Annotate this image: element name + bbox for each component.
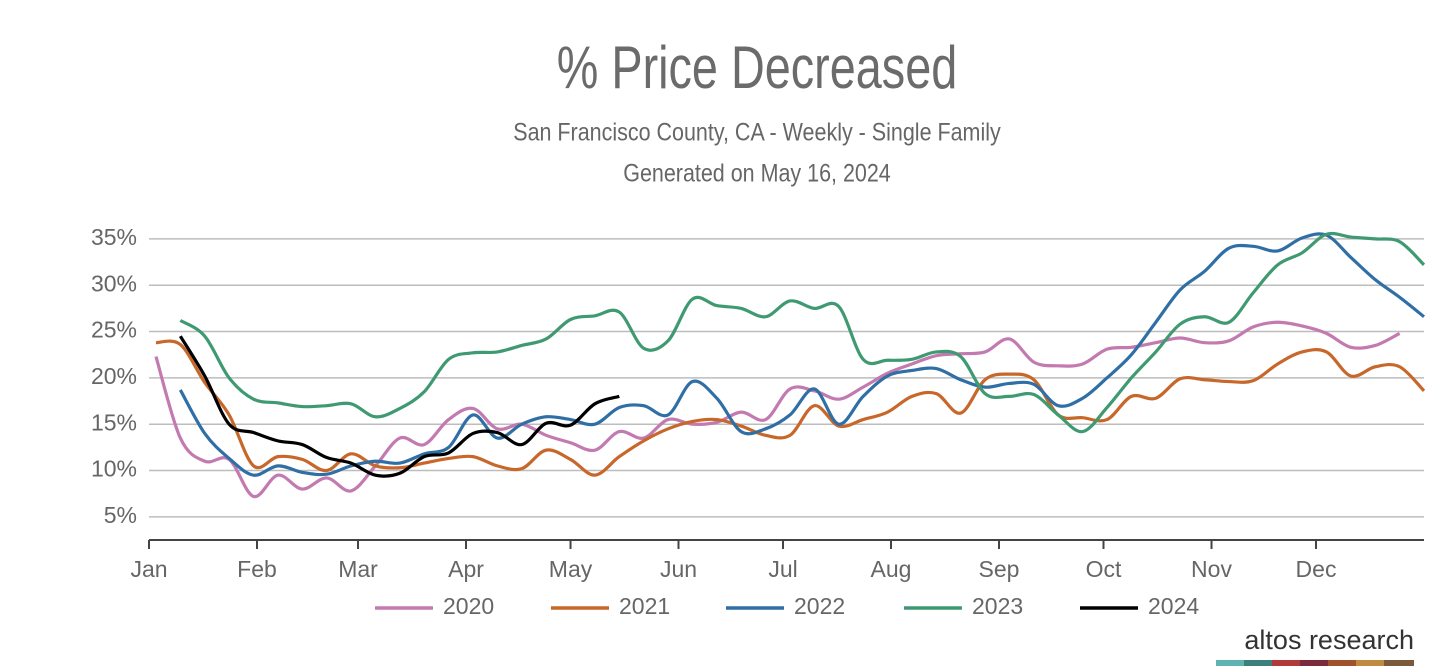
chart-subtitle: San Francisco County, CA - Weekly - Sing…	[513, 118, 1001, 146]
legend-label: 2022	[794, 593, 845, 619]
logo-strip	[1216, 660, 1414, 666]
x-tick-label: Jul	[768, 556, 797, 582]
x-tick-label: Aug	[871, 556, 912, 582]
x-tick-label: Feb	[237, 556, 277, 582]
legend-label: 2023	[972, 593, 1023, 619]
x-tick-label: Oct	[1086, 556, 1122, 582]
legend-label: 2024	[1148, 593, 1199, 619]
x-tick-label: Jun	[660, 556, 697, 582]
y-tick-label: 10%	[91, 456, 137, 482]
x-tick-label: Nov	[1191, 556, 1232, 582]
y-tick-label: 20%	[91, 363, 137, 389]
legend-label: 2020	[443, 593, 494, 619]
y-tick-label: 15%	[91, 409, 137, 435]
x-tick-label: Jan	[130, 556, 167, 582]
line-series	[154, 320, 1401, 499]
x-tick-label: Sep	[979, 556, 1020, 582]
y-tick-label: 5%	[104, 502, 137, 528]
line-series	[179, 231, 1426, 434]
x-tick-label: Dec	[1296, 556, 1337, 582]
y-tick-label: 30%	[91, 270, 137, 296]
x-tick-label: Apr	[448, 556, 484, 582]
x-tick-label: May	[549, 556, 593, 582]
line-series	[178, 232, 1425, 477]
chart-title: % Price Decreased	[557, 34, 957, 101]
y-tick-label: 25%	[91, 317, 137, 343]
line-series	[155, 339, 1426, 477]
x-tick-label: Mar	[338, 556, 378, 582]
y-tick-label: 35%	[91, 224, 137, 250]
generated-note: Generated on May 16, 2024	[623, 159, 891, 187]
logo: altos research	[1244, 625, 1414, 655]
line-series	[178, 335, 620, 478]
legend-label: 2021	[619, 593, 670, 619]
